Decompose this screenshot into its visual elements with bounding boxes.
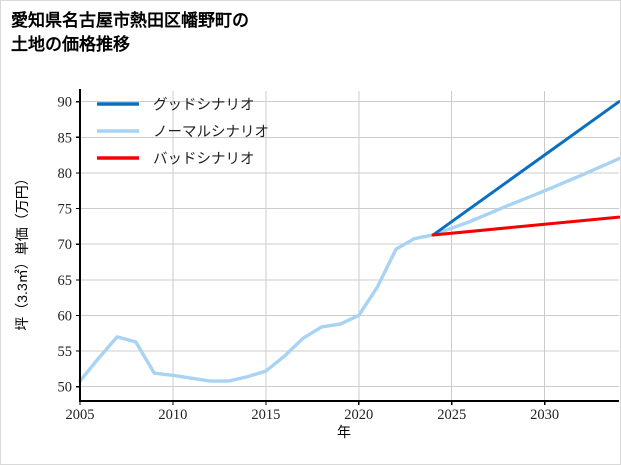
y-tick-label: 80 bbox=[58, 166, 73, 182]
y-axis-title: 坪（3.3㎡）単価（万円） bbox=[14, 171, 30, 330]
y-tick-label: 90 bbox=[58, 95, 73, 111]
axis-spines bbox=[78, 89, 619, 403]
x-tick-label: 2025 bbox=[437, 407, 466, 423]
x-tick-label: 2020 bbox=[344, 407, 373, 423]
legend-label-bad: バッドシナリオ bbox=[153, 152, 255, 168]
y-tick-label: 55 bbox=[58, 344, 73, 360]
x-tick-label: 2015 bbox=[251, 407, 280, 423]
y-tick-label: 75 bbox=[58, 202, 73, 218]
y-tick-label: 70 bbox=[58, 237, 73, 253]
x-tick-label: 2005 bbox=[66, 407, 95, 423]
y-tick-label: 60 bbox=[58, 308, 73, 324]
x-axis-ticks: 2005 2010 2015 2020 2025 2030 bbox=[66, 401, 559, 423]
y-tick-label: 85 bbox=[58, 130, 73, 146]
x-tick-label: 2030 bbox=[530, 407, 559, 423]
y-tick-label: 50 bbox=[58, 380, 73, 396]
x-tick-label: 2010 bbox=[158, 407, 187, 423]
series-line-normal bbox=[78, 156, 620, 383]
y-tick-label: 65 bbox=[58, 273, 73, 289]
data-series bbox=[78, 100, 620, 383]
x-axis-title: 年 bbox=[337, 424, 351, 440]
series-line-good bbox=[431, 100, 620, 237]
legend-label-normal: ノーマルシナリオ bbox=[153, 125, 269, 141]
legend-label-good: グッドシナリオ bbox=[153, 97, 255, 114]
y-axis-ticks: 50 55 60 65 70 75 80 85 90 bbox=[58, 95, 80, 396]
series-line-bad bbox=[431, 215, 620, 237]
page-title: 愛知県名古屋市熱田区幡野町の 土地の価格推移 bbox=[11, 11, 249, 55]
